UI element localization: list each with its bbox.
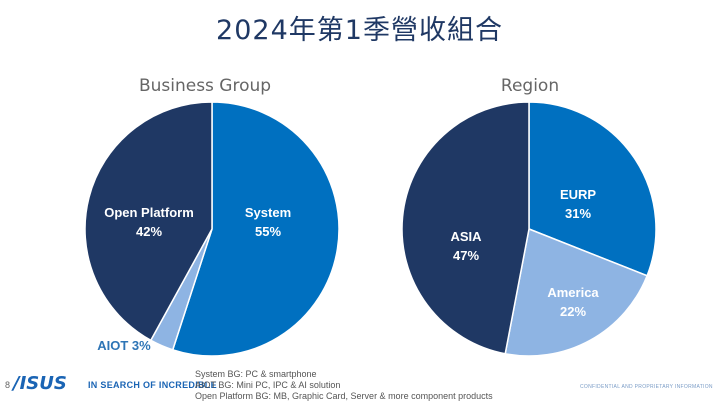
brand-tagline: IN SEARCH OF INCREDIBLE [88, 380, 217, 390]
page-title: 2024年第1季營收組合 [216, 15, 503, 46]
asus-logo: /ISUS [13, 373, 67, 394]
pie-label-system: System 55% [245, 205, 291, 239]
footnotes: System BG: PC & smartphone AIOT BG: Mini… [195, 369, 493, 402]
pie-slice-america [504, 227, 649, 357]
pie-slice-open-platform [84, 101, 213, 342]
pie-slice-eurp [528, 101, 657, 277]
pie-label-america: America 22% [547, 285, 599, 319]
pie-label-open-platform: Open Platform 42% [104, 205, 194, 239]
footnote-open-platform: Open Platform BG: MB, Graphic Card, Serv… [195, 391, 493, 401]
business-group-chart-title: Business Group [138, 76, 272, 96]
footnote-system: System BG: PC & smartphone [195, 369, 317, 379]
confidential-notice: CONFIDENTIAL AND PROPRIETARY INFORMATION [580, 384, 713, 390]
pie-slice-asia [401, 101, 530, 355]
page-number: 8 [5, 380, 11, 390]
pie-label-eurp: EURP 31% [560, 187, 596, 221]
pie-label-asia: ASIA 47% [450, 229, 482, 263]
pie-slice-system [171, 101, 340, 357]
region-chart-title: Region [500, 76, 560, 96]
footnote-aiot: AIOT BG: Mini PC, IPC & AI solution [195, 380, 341, 390]
pie-label-aiot: AIOT 3% [97, 338, 151, 353]
